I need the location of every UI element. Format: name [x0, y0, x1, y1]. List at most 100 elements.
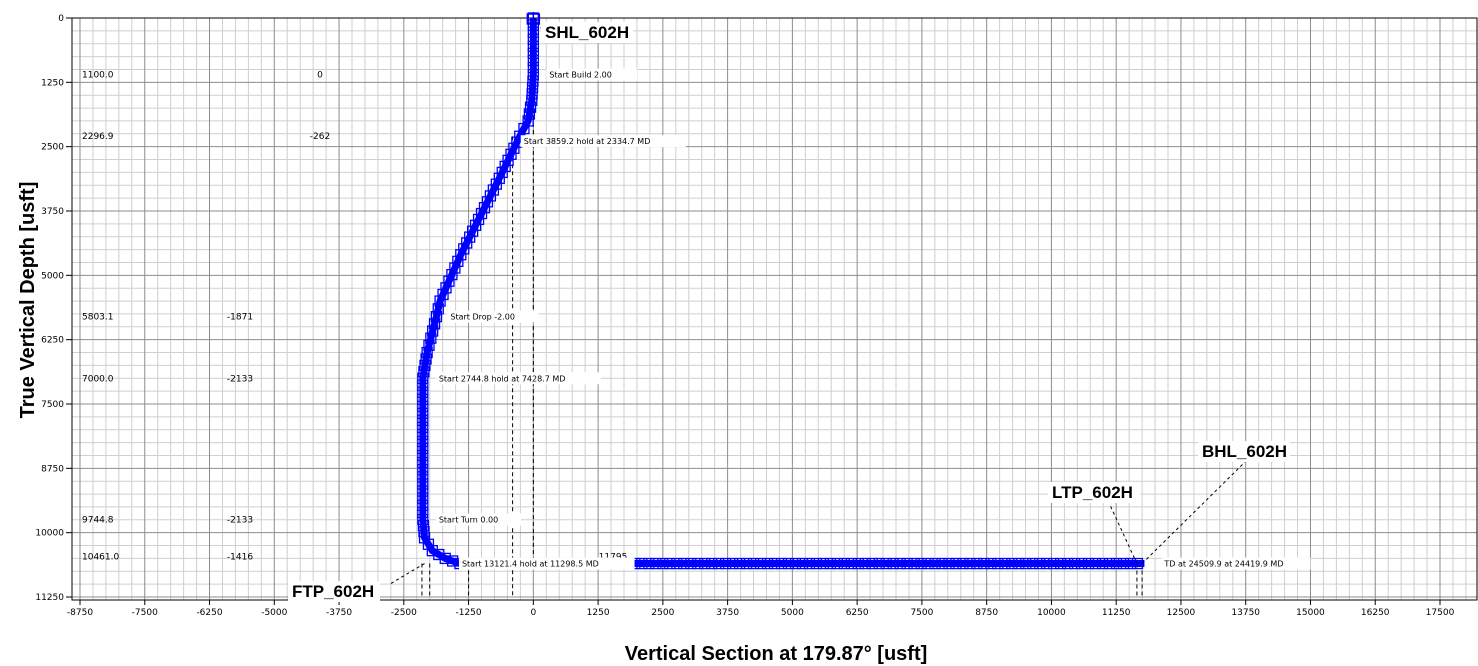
y-tick-label: 1250	[41, 78, 64, 88]
x-tick-label: 16250	[1361, 608, 1390, 618]
tvd-label: 10461.0	[82, 552, 119, 562]
survey-station-marker	[1041, 557, 1053, 570]
survey-station-marker	[866, 557, 878, 570]
survey-station-marker	[985, 557, 997, 570]
plot-frame	[71, 17, 1478, 601]
extra-label: 11795	[599, 552, 628, 562]
survey-station-marker	[782, 557, 795, 570]
annotation-bg	[1161, 557, 1311, 570]
survey-station-marker	[692, 557, 704, 570]
survey-station-marker	[789, 557, 802, 570]
survey-station-marker	[527, 33, 539, 45]
survey-station-marker	[443, 275, 455, 287]
survey-station-marker	[915, 557, 927, 570]
x-tick-label: 13750	[1231, 608, 1260, 618]
survey-station-marker	[417, 372, 429, 384]
survey-station-marker	[1013, 557, 1025, 570]
survey-station-marker	[1075, 557, 1088, 570]
annotation-bg	[458, 557, 635, 570]
survey-station-marker	[526, 81, 539, 94]
x-tick-label: 2500	[651, 608, 674, 618]
survey-station-marker	[522, 115, 534, 127]
survey-station-marker	[417, 513, 429, 526]
annotation-text: TD at 24509.9 at 24419.9 MD	[1163, 560, 1283, 569]
survey-station-marker	[1103, 557, 1116, 570]
side-labels: 1100.0 0 2296.9 -262 5803.1 -1871 7000.0 -2133 9…	[82, 71, 627, 563]
survey-station-marker	[446, 555, 459, 567]
x-tick-label: 8750	[975, 608, 998, 618]
survey-station-marker	[505, 148, 517, 160]
plot-background	[72, 18, 1477, 600]
survey-station-marker	[428, 318, 441, 330]
y-tick-label: 3750	[41, 207, 64, 217]
survey-station-marker	[433, 548, 445, 561]
survey-station-marker	[417, 506, 429, 519]
survey-station-marker	[908, 557, 920, 570]
tvd-label: 2296.9	[82, 132, 114, 142]
marker-dashed-lines	[421, 18, 1143, 597]
survey-station-marker	[1055, 557, 1067, 570]
survey-station-marker	[880, 557, 892, 570]
survey-station-marker	[929, 557, 941, 570]
survey-station-marker	[493, 172, 505, 184]
survey-station-marker	[1062, 557, 1074, 570]
survey-station-marker	[1048, 557, 1060, 570]
survey-station-marker	[417, 435, 429, 448]
survey-station-marker	[449, 262, 461, 274]
y-axis-title: True Vertical Depth [usft]	[17, 182, 39, 419]
survey-station-marker	[508, 142, 520, 154]
tvd-label: 1100.0	[82, 71, 114, 81]
survey-station-marker	[796, 557, 809, 570]
survey-station-marker	[417, 421, 429, 434]
survey-station-marker	[936, 557, 948, 570]
survey-station-marker	[523, 108, 536, 120]
survey-station-marker	[650, 557, 662, 570]
survey-station-marker	[437, 288, 449, 301]
survey-station-marker	[417, 456, 429, 469]
x-tick-label: -5000	[261, 608, 287, 618]
survey-station-marker	[1034, 557, 1046, 570]
survey-station-marker	[999, 557, 1011, 570]
y-axis-ticks: 0 1250 2500 3750 5000 6250 7500 8750 10000 11250	[35, 14, 72, 603]
survey-station-marker	[1096, 557, 1109, 570]
survey-station-marker	[527, 68, 539, 81]
survey-station-marker	[685, 557, 697, 570]
survey-station-marker	[487, 184, 500, 196]
survey-station-marker	[439, 552, 451, 565]
annotation-text: Start Drop -2.00	[450, 313, 515, 322]
annotation-text: Start Turn 0.00	[439, 516, 498, 525]
survey-station-marker	[418, 532, 431, 544]
survey-station-marker	[733, 557, 746, 570]
annotation-bg	[447, 310, 539, 323]
survey-station-marker	[803, 557, 816, 570]
survey-station-marker	[418, 366, 430, 378]
survey-station-marker	[455, 249, 467, 261]
survey-station-marker	[434, 295, 446, 307]
survey-station-marker	[761, 557, 774, 570]
survey-station-marker	[490, 178, 502, 190]
survey-station-marker	[461, 237, 473, 249]
survey-station-marker	[894, 557, 906, 570]
survey-station-marker	[417, 442, 429, 455]
annotation-bg	[520, 135, 686, 148]
survey-station-marker	[475, 207, 488, 220]
survey-station-marker	[502, 154, 514, 166]
survey-station-marker	[664, 557, 676, 570]
survey-station-marker	[426, 545, 438, 557]
survey-station-marker	[1082, 557, 1095, 570]
survey-station-marker	[527, 61, 539, 74]
annotation-bg	[546, 68, 638, 81]
survey-station-marker	[643, 557, 655, 570]
survey-station-marker	[824, 557, 837, 570]
vs-label: -1416	[227, 552, 253, 562]
survey-station-marker	[464, 231, 476, 243]
survey-station-marker	[432, 303, 444, 315]
survey-station-marker	[992, 557, 1004, 570]
survey-station-marker	[430, 311, 443, 323]
survey-station-marker	[417, 519, 430, 532]
survey-station-marker	[417, 478, 429, 490]
survey-station-marker	[452, 255, 464, 268]
survey-station-marker	[499, 160, 511, 173]
tvd-label: 5803.1	[82, 313, 114, 323]
vs-label: -2133	[227, 374, 253, 384]
